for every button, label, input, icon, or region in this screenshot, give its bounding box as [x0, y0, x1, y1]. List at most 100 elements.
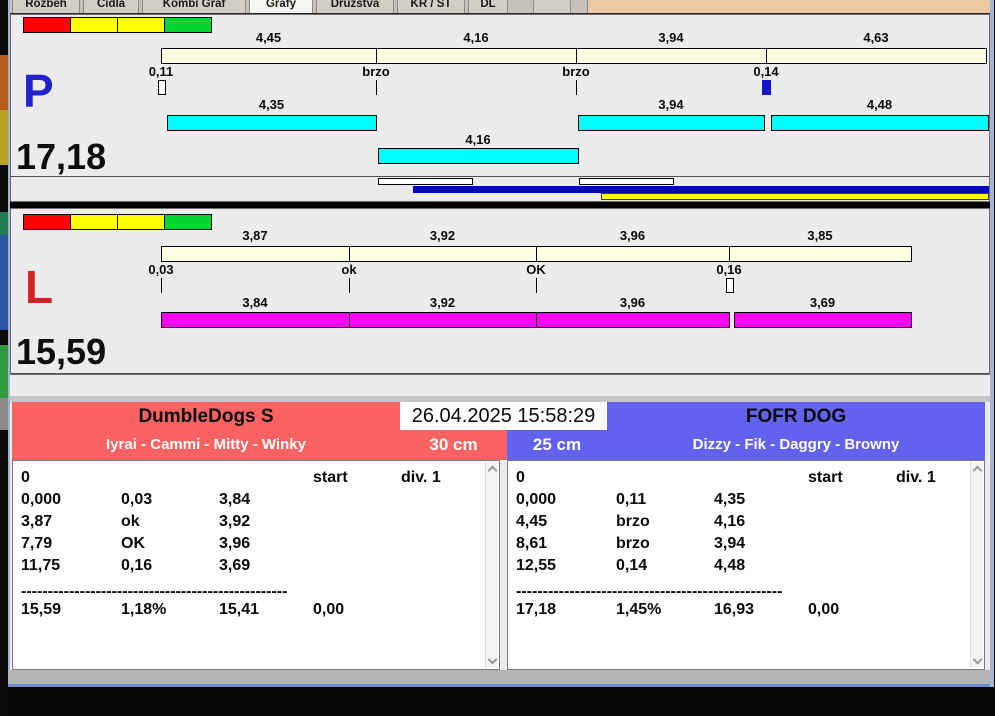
lane-baseline [11, 176, 989, 177]
table-cell: 0 [21, 469, 30, 486]
lane-letter: P [23, 65, 54, 117]
measure-bar-segment [729, 246, 912, 262]
table-cell: 1,18% [121, 601, 167, 618]
table-cell: brzo [616, 513, 650, 530]
table-split-row: 8,61 brzo 3,94 [516, 535, 976, 555]
tab-druzstva[interactable]: Druzstva [316, 0, 394, 13]
tab-stub[interactable] [533, 0, 571, 13]
table-cell: 1,45% [616, 601, 662, 618]
table-split-row: 0,000 0,11 4,35 [516, 491, 976, 511]
team-left-name-header: DumbleDogs S [12, 402, 400, 430]
table-cell: 3,69 [219, 557, 251, 574]
results-table-right[interactable]: 0 start div. 1 0,000 0,11 4,35 4,45 brzo 4,16 8,6… [507, 460, 985, 670]
run-bar-segment [378, 148, 579, 164]
run-bar-segment [167, 115, 377, 131]
team-right-dogs: Dizzy - Fik - Daggry - Browny [607, 430, 985, 460]
table-cell: 3,87 [21, 513, 53, 530]
legend-box [117, 214, 165, 230]
table-cell: 15,59 [21, 601, 62, 618]
table-scrollbar[interactable] [970, 462, 983, 668]
table-cell: 0,11 [616, 491, 647, 508]
scroll-down-arrow-icon[interactable] [487, 654, 498, 665]
legend-box [164, 17, 212, 33]
run-bar-segment [536, 312, 730, 328]
window-bottom-chrome [8, 670, 992, 687]
table-divider: ----------------------------------------… [21, 583, 288, 600]
tick-solid-rect-marker [762, 80, 771, 95]
desktop-pixels [0, 110, 8, 165]
table-cell: 7,79 [21, 535, 53, 552]
table-summary-row: 15,59 1,18% 15,41 0,00 [21, 601, 481, 621]
measure-bar-segment [536, 246, 730, 262]
measure-time-label: 4,45 [255, 30, 282, 45]
measure-bar-segment [349, 246, 537, 262]
run-bar-segment [161, 312, 350, 328]
table-cell: 0,00 [808, 601, 840, 618]
tick-label: 0,14 [753, 64, 779, 79]
table-cell: 3,92 [219, 513, 251, 530]
table-cell: brzo [616, 535, 650, 552]
lane-P-panel: 4,45 4,16 3,94 4,63 0,11 brzo brzo 0,14 P 4,35 3,9… [10, 14, 990, 202]
scroll-up-arrow-icon[interactable] [972, 465, 983, 476]
tab-grafy[interactable]: Grafy [249, 0, 313, 13]
tab-dl[interactable]: DL [468, 0, 508, 13]
tick-line-marker [376, 80, 377, 95]
measure-time-label: 3,85 [807, 228, 833, 243]
tab-kr-st[interactable]: KR / ST [397, 0, 465, 13]
run-time-label: 4,35 [258, 97, 285, 112]
table-cell: 0,16 [121, 557, 153, 574]
table-cell: div. 1 [401, 469, 441, 486]
table-cell: ok [121, 513, 140, 530]
table-cell: 17,18 [516, 601, 557, 618]
scoreboard-top-strip [10, 396, 990, 402]
table-scrollbar[interactable] [485, 462, 498, 668]
run-time-label: 3,92 [429, 295, 456, 310]
table-split-row: 12,55 0,14 4,48 [516, 557, 976, 577]
table-cell: 4,45 [516, 513, 548, 530]
scroll-up-arrow-icon[interactable] [487, 465, 498, 476]
legend-box [164, 214, 212, 230]
tick-line-marker [161, 278, 162, 293]
team-left-dogs: Iyrai - Cammi - Mitty - Winky [12, 430, 400, 460]
table-cell: 4,16 [714, 513, 746, 530]
scroll-down-arrow-icon[interactable] [972, 654, 983, 665]
tab-cidla[interactable]: Cidla [83, 0, 139, 13]
tick-label: 0,11 [148, 64, 174, 79]
table-cell: 15,41 [219, 601, 260, 618]
desktop-pixels [0, 345, 8, 398]
tab-rozbeh[interactable]: Rozbeh [12, 0, 80, 13]
results-table-left[interactable]: 0 start div. 1 0,000 0,03 3,84 3,87 ok 3,92 7,79 O… [12, 460, 500, 670]
lane-total-time: 17,18 [16, 136, 107, 177]
tab-kombi-graf[interactable]: Kombi Graf [142, 0, 246, 13]
run-bar-segment [578, 115, 765, 131]
table-divider: ----------------------------------------… [516, 583, 783, 600]
panel-top-line [10, 13, 990, 14]
lane-total-time: 15,59 [16, 331, 107, 372]
team-right-name-header: FOFR DOG [607, 402, 985, 430]
table-cell: div. 1 [896, 469, 936, 486]
lane-letter: L [25, 261, 54, 313]
lane-baseline [11, 373, 989, 374]
table-split-row: 3,87 ok 3,92 [21, 513, 481, 533]
table-split-row: 0,000 0,03 3,84 [21, 491, 481, 511]
tick-label: 0,16 [716, 262, 742, 277]
legend-box [70, 214, 118, 230]
table-cell: 8,61 [516, 535, 548, 552]
measure-time-label: 3,92 [429, 228, 456, 243]
table-cell: 4,48 [714, 557, 746, 574]
table-split-row: 7,79 OK 3,96 [21, 535, 481, 555]
lane-L-panel: 3,87 3,92 3,96 3,85 0,03 ok OK 0,16 L 3,84 3,92 3,9… [10, 208, 990, 375]
team-right-jump-height: 25 cm [507, 430, 607, 460]
table-cell: 11,75 [21, 557, 61, 574]
tick-label: ok [341, 262, 357, 277]
tick-open-rect-marker [158, 80, 166, 95]
desktop-pixels [0, 398, 8, 430]
table-cell: 3,96 [219, 535, 251, 552]
progress-yellow-bar [601, 193, 989, 200]
run-time-label: 4,48 [866, 97, 893, 112]
measure-bar-segment [766, 48, 987, 64]
measure-time-label: 3,96 [619, 228, 646, 243]
tick-line-marker [349, 278, 350, 293]
desktop-pixels [0, 55, 8, 110]
